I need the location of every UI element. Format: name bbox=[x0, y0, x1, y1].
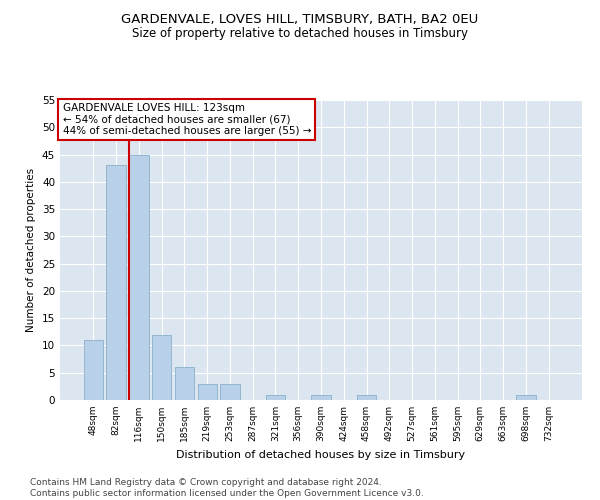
Y-axis label: Number of detached properties: Number of detached properties bbox=[26, 168, 37, 332]
Bar bbox=[220, 384, 239, 400]
Text: GARDENVALE, LOVES HILL, TIMSBURY, BATH, BA2 0EU: GARDENVALE, LOVES HILL, TIMSBURY, BATH, … bbox=[121, 12, 479, 26]
Bar bbox=[129, 154, 149, 400]
Bar bbox=[84, 340, 103, 400]
Bar bbox=[516, 394, 536, 400]
Text: Size of property relative to detached houses in Timsbury: Size of property relative to detached ho… bbox=[132, 28, 468, 40]
Bar bbox=[357, 394, 376, 400]
Bar bbox=[311, 394, 331, 400]
Bar bbox=[106, 166, 126, 400]
Text: GARDENVALE LOVES HILL: 123sqm
← 54% of detached houses are smaller (67)
44% of s: GARDENVALE LOVES HILL: 123sqm ← 54% of d… bbox=[62, 103, 311, 136]
X-axis label: Distribution of detached houses by size in Timsbury: Distribution of detached houses by size … bbox=[176, 450, 466, 460]
Text: Contains HM Land Registry data © Crown copyright and database right 2024.
Contai: Contains HM Land Registry data © Crown c… bbox=[30, 478, 424, 498]
Bar bbox=[175, 368, 194, 400]
Bar bbox=[197, 384, 217, 400]
Bar bbox=[266, 394, 285, 400]
Bar bbox=[152, 334, 172, 400]
